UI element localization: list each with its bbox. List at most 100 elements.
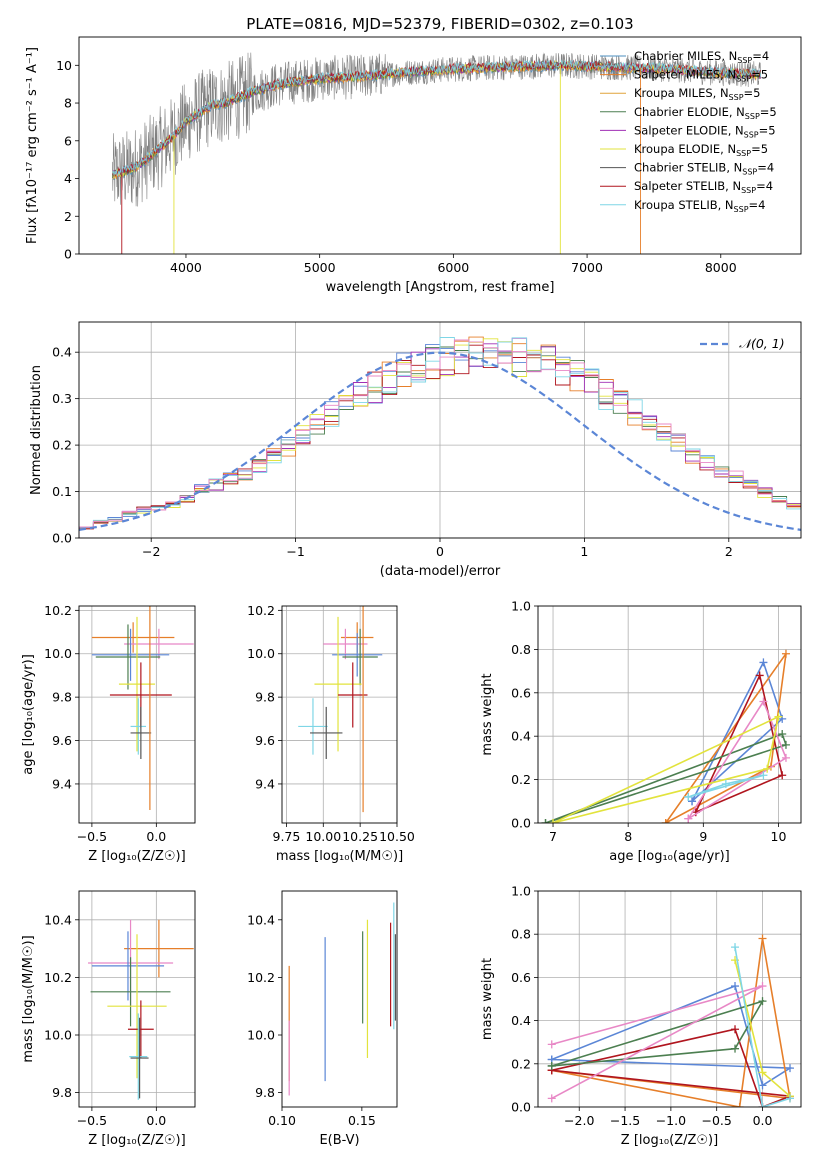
x-tick-label: −1.0 — [656, 1113, 686, 1128]
y-tick-label: 9.6 — [255, 733, 275, 748]
x-tick-label: −2.0 — [564, 1113, 594, 1128]
data-point — [130, 1017, 149, 1099]
x-tick-label: −0.5 — [77, 1113, 107, 1128]
x-axis-label: E(B-V) — [319, 1133, 359, 1148]
y-tick-label: 9.4 — [52, 776, 72, 791]
weight-point-marker — [721, 779, 730, 788]
weight-series-line — [551, 1028, 791, 1107]
x-tick-label: 10.50 — [379, 829, 415, 844]
y-tick-label: 4 — [64, 171, 72, 186]
weight-series-line — [734, 947, 791, 1107]
y-tick-label: 0.6 — [511, 970, 531, 985]
residual-histogram — [79, 339, 801, 538]
axes-frame — [78, 321, 802, 539]
y-tick-label: 2 — [64, 209, 72, 224]
x-tick-label: 0.10 — [268, 1113, 296, 1128]
x-tick-label: 0.0 — [753, 1113, 773, 1128]
weight-point-marker — [755, 671, 764, 680]
data-point — [130, 706, 152, 759]
gaussian-curve — [79, 351, 801, 531]
weight-point-marker — [778, 730, 787, 739]
weight-point-marker — [781, 753, 790, 762]
data-point — [91, 622, 175, 653]
axes-mass_vs_Z: −0.5 0.0 9.8 10.0 10.2 10.4 Z [log₁₀(Z/Z☉)] mas… — [21, 890, 196, 1148]
y-tick-label: 0.2 — [52, 438, 72, 453]
x-axis-label: wavelength [Angstrom, rest frame] — [326, 280, 555, 295]
weight-point-marker — [684, 814, 693, 823]
x-tick-label: 8000 — [705, 260, 737, 275]
y-axis-label: mass weight — [480, 673, 495, 755]
weight-point-marker — [547, 1040, 556, 1049]
y-tick-label: 1.0 — [511, 599, 531, 614]
data-point — [130, 698, 147, 755]
y-tick-label: 0.4 — [511, 729, 531, 744]
y-tick-label: 0.8 — [511, 927, 531, 942]
legend-label: Salpeter MILES, NSSP=5 — [634, 68, 768, 84]
axes-age_vs_mass: 9.75 10.00 10.25 10.50 9.4 9.6 9.8 10.0 10.2 mass… — [247, 603, 415, 864]
x-axis-label: age [log₁₀(age/yr)] — [609, 849, 730, 864]
weight-series-line — [551, 999, 765, 1067]
x-tick-label: −2 — [142, 544, 160, 559]
y-axis-label: age [log₁₀(age/yr)] — [21, 654, 36, 775]
y-axis-label: mass weight — [480, 958, 495, 1040]
weight-point-marker — [758, 1081, 767, 1090]
weight-series-line — [665, 653, 787, 823]
x-tick-label: 0.0 — [146, 829, 166, 844]
weight-point-marker — [774, 712, 783, 721]
y-tick-label: 9.8 — [52, 1085, 72, 1100]
weight-point-marker — [758, 997, 767, 1006]
x-axis-label: Z [log₁₀(Z/Z☉)] — [88, 1133, 185, 1148]
weight-point-marker — [541, 819, 550, 823]
data-point — [314, 616, 362, 752]
axes-frame — [281, 605, 398, 824]
weight-point-marker — [661, 819, 670, 823]
y-tick-label: 10.0 — [247, 646, 275, 661]
y-tick-label: 10.0 — [44, 1028, 72, 1043]
data-point — [342, 628, 378, 686]
plot-area-age_vs_Z — [79, 606, 195, 823]
weight-point-marker — [781, 649, 790, 658]
x-tick-label: 10 — [771, 829, 787, 844]
weight-point-marker — [778, 771, 787, 780]
weight-series-line — [545, 732, 788, 823]
y-tick-label: 8 — [64, 96, 72, 111]
x-tick-label: −0.5 — [77, 829, 107, 844]
model-spectrum-line — [112, 59, 761, 177]
y-tick-label: 0.8 — [511, 642, 531, 657]
x-tick-label: −0.5 — [702, 1113, 732, 1128]
x-tick-label: −1 — [286, 544, 304, 559]
y-axis-label: mass [log₁₀(M/M☉)] — [21, 935, 36, 1062]
weight-point-marker — [758, 934, 767, 943]
weight-point-marker — [759, 771, 768, 780]
legend-label: Salpeter STELIB, NSSP=4 — [634, 179, 773, 195]
legend-label: Chabrier MILES, NSSP=4 — [634, 49, 769, 65]
x-tick-label: 1 — [580, 544, 588, 559]
y-axis-label: Normed distribution — [29, 365, 44, 495]
weight-point-marker — [735, 1103, 744, 1107]
data-point — [118, 616, 156, 752]
weight-point-marker — [731, 1025, 740, 1034]
x-tick-label: 0.0 — [146, 1113, 166, 1128]
weight-point-marker — [763, 764, 772, 773]
weight-point-marker — [758, 982, 767, 991]
x-axis-label: mass [log₁₀(M/M☉)] — [276, 849, 403, 864]
y-tick-label: 0.6 — [511, 685, 531, 700]
x-tick-label: 9 — [699, 829, 707, 844]
y-tick-label: 0.2 — [511, 1056, 531, 1071]
weight-series-line — [695, 672, 784, 813]
plot-area-residuals — [79, 322, 801, 538]
y-tick-label: 0.4 — [52, 345, 72, 360]
data-point — [124, 919, 194, 978]
y-tick-label: 10.2 — [44, 970, 72, 985]
y-tick-label: 9.8 — [255, 1085, 275, 1100]
x-tick-label: 4000 — [170, 260, 202, 275]
x-axis-label: (data-model)/error — [380, 564, 501, 579]
weight-point-marker — [731, 1044, 740, 1053]
weight-point-marker — [759, 697, 768, 706]
y-tick-label: 0.0 — [511, 816, 531, 831]
data-point — [107, 934, 167, 1079]
x-tick-label: 9.75 — [273, 829, 301, 844]
data-point — [91, 628, 170, 681]
y-tick-label: 10.0 — [44, 646, 72, 661]
legend-label: Salpeter ELODIE, NSSP=5 — [634, 123, 776, 139]
